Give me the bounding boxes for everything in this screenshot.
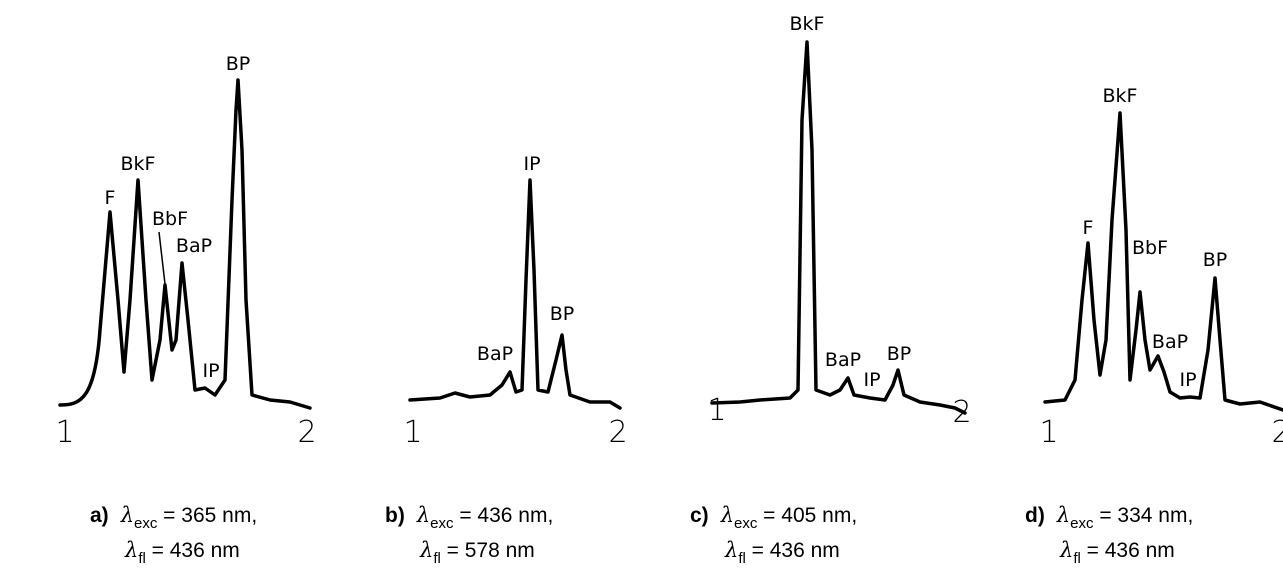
- symbol: λ: [416, 503, 430, 527]
- caption: d) λexc = 334 nm,: [1025, 503, 1193, 532]
- subscript: fl: [138, 550, 146, 567]
- axis-label: 2: [608, 415, 627, 450]
- caption-text: = 365 nm,: [157, 504, 257, 527]
- subscript: fl: [738, 550, 746, 567]
- caption-text: = 436 nm: [1081, 539, 1175, 562]
- caption-text: = 578 nm: [441, 539, 535, 562]
- caption-text: = 436 nm: [146, 539, 240, 562]
- subscript: exc: [134, 515, 158, 532]
- panel-label: d): [1025, 504, 1045, 527]
- caption-text: = 436 nm,: [453, 504, 553, 527]
- caption: b) λexc = 436 nm,: [385, 503, 553, 532]
- axis-label: 2: [1271, 415, 1283, 450]
- symbol: λ: [1056, 503, 1070, 527]
- panel-label: c): [690, 504, 709, 527]
- axis-label: 2: [297, 415, 316, 450]
- peak-label: BaP: [176, 235, 212, 257]
- symbol: λ: [720, 503, 734, 527]
- subscript: fl: [1073, 550, 1081, 567]
- caption: λfl = 436 nm: [124, 538, 240, 567]
- symbol: λ: [124, 538, 138, 562]
- panel-label: b): [385, 504, 405, 527]
- peak-label: F: [105, 187, 116, 209]
- caption-text: = 334 nm,: [1093, 504, 1193, 527]
- peak-label: IP: [1179, 369, 1196, 391]
- symbol: λ: [724, 538, 738, 562]
- trace: [58, 78, 312, 410]
- peak-label: BkF: [121, 153, 156, 175]
- pointer: [158, 231, 166, 285]
- axis-label: 1: [55, 415, 74, 450]
- symbol: λ: [1059, 538, 1073, 562]
- axis-label: 2: [952, 395, 971, 430]
- panel-b: BaP IP BP 1 2 b) λexc = 436 nm, λfl = 578…: [385, 153, 628, 567]
- trace: [408, 178, 622, 410]
- panel-d: F BkF BbF BaP IP BP 1 2 d) λexc = 334 nm,…: [1025, 85, 1283, 567]
- caption: λfl = 436 nm: [724, 538, 840, 567]
- peak-label: IP: [202, 360, 219, 382]
- symbol: λ: [419, 538, 433, 562]
- subscript: exc: [1070, 515, 1094, 532]
- peak-label: IP: [863, 369, 880, 391]
- subscript: exc: [430, 515, 454, 532]
- peak-label: BP: [550, 303, 575, 325]
- peak-label: BP: [1203, 249, 1228, 271]
- caption-text: = 436 nm: [746, 539, 840, 562]
- peak-label: BbF: [1132, 237, 1168, 259]
- axis-label: 1: [707, 393, 726, 428]
- subscript: fl: [433, 550, 441, 567]
- panel-label: a): [90, 504, 109, 527]
- panel-a: F BkF BbF BaP IP BP 1 2 a) λexc = 365 nm,…: [55, 53, 316, 567]
- symbol: λ: [120, 503, 134, 527]
- caption: λfl = 436 nm: [1059, 538, 1175, 567]
- peak-label: IP: [523, 153, 540, 175]
- trace: [1043, 111, 1283, 412]
- peak-label: BP: [887, 343, 912, 365]
- caption: c) λexc = 405 nm,: [690, 503, 857, 532]
- peak-label: BaP: [1152, 331, 1188, 353]
- peak-label: BaP: [825, 349, 861, 371]
- caption-text: = 405 nm,: [757, 504, 857, 527]
- peak-label: BkF: [790, 13, 825, 35]
- peak-label: BkF: [1103, 85, 1138, 107]
- peak-label: BbF: [152, 208, 188, 230]
- peak-label: F: [1083, 217, 1094, 239]
- trace: [710, 40, 967, 415]
- caption: a) λexc = 365 nm,: [90, 503, 257, 532]
- caption: λfl = 578 nm: [419, 538, 535, 567]
- peak-label: BaP: [477, 343, 513, 365]
- axis-label: 1: [1039, 415, 1058, 450]
- axis-label: 1: [403, 415, 422, 450]
- panel-c: BkF BaP IP BP 1 2 c) λexc = 405 nm, λfl =…: [690, 13, 972, 567]
- subscript: exc: [734, 515, 758, 532]
- peak-label: BP: [226, 53, 251, 75]
